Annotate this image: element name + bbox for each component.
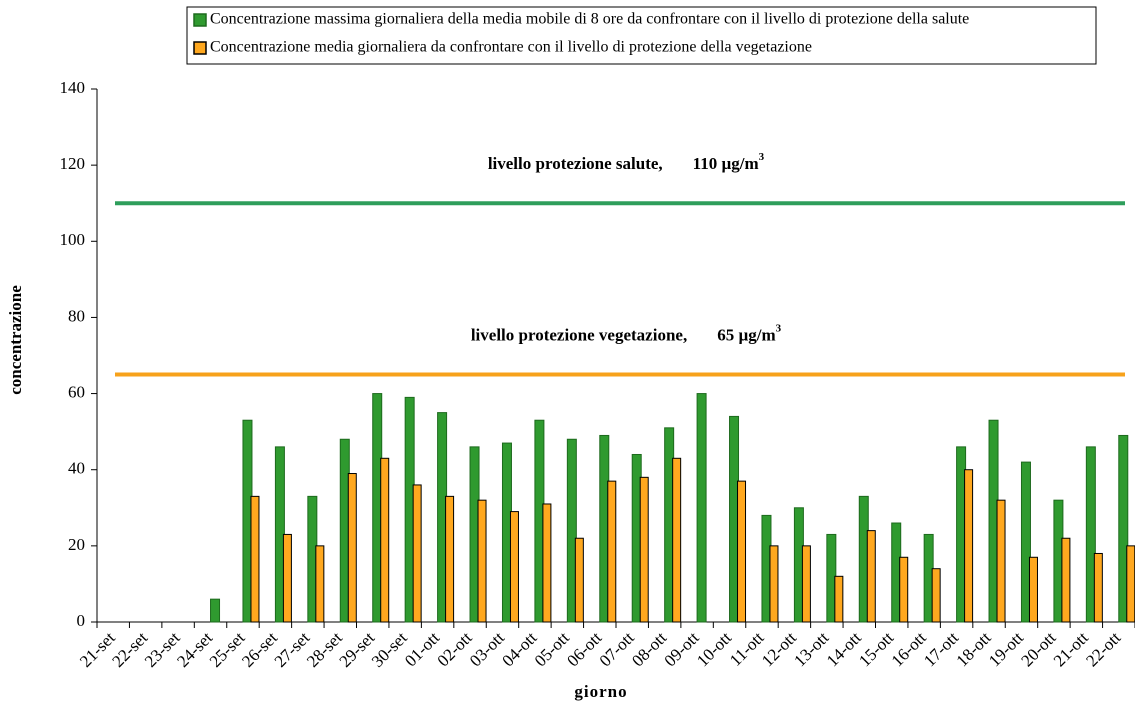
bar [477,499,487,623]
x-tick-label: 21-set [76,628,119,671]
y-tick-label: 80 [68,306,85,325]
bar [801,545,811,623]
legend-label: Concentrazione massima giornaliera della… [210,11,969,28]
bar [1126,545,1135,623]
bar [412,484,422,623]
x-tick-label: 21-ott [1050,628,1092,670]
bar [509,511,519,623]
x-tick-label: 01-ott [401,628,443,670]
legend-swatch [193,41,207,55]
bar [834,575,844,623]
bar [899,556,909,623]
bar [696,393,707,623]
x-tick-label: 24-set [173,628,216,671]
y-tick-label: 20 [68,535,85,554]
bar [1020,461,1031,623]
bar [996,499,1006,623]
x-tick-label: 22-set [108,628,151,671]
x-tick-label: 16-ott [888,628,930,670]
x-tick-label: 03-ott [466,628,508,670]
reference-unit-exp: 3 [759,151,765,163]
bar [769,545,779,623]
x-tick-label: 09-ott [661,628,703,670]
x-tick-label: 12-ott [758,628,800,670]
x-tick-label: 08-ott [628,628,670,670]
x-tick-label: 22-ott [1082,628,1124,670]
legend-box [186,6,1097,65]
bar [1093,552,1103,623]
reference-label: livello protezione salute, 110 µg/m3 [488,151,765,173]
bar [566,438,577,623]
bar [445,495,455,623]
x-tick-label: 30-set [368,628,411,671]
x-tick-label: 04-ott [498,628,540,670]
x-axis-title: giorno [574,682,627,701]
legend-swatch [193,13,207,27]
x-tick-label: 13-ott [790,628,832,670]
bar [1061,537,1071,623]
bar [282,533,292,623]
bar [737,480,747,623]
x-tick-label: 06-ott [563,628,605,670]
x-tick-label: 28-set [303,628,346,671]
y-tick-label: 0 [77,611,86,630]
bar [964,469,974,623]
x-tick-label: 27-set [271,628,314,671]
bar [866,530,876,623]
y-tick-label: 140 [60,78,86,97]
x-tick-label: 15-ott [855,628,897,670]
y-axis-title: concentrazione [6,285,25,395]
x-tick-label: 10-ott [693,628,735,670]
bar [347,473,357,623]
x-tick-label: 11-ott [726,628,768,670]
x-tick-label: 07-ott [596,628,638,670]
x-tick-label: 19-ott [985,628,1027,670]
bar [672,457,682,623]
bar [380,457,390,623]
bar [210,598,221,623]
y-tick-label: 60 [68,382,85,401]
x-tick-label: 26-set [238,628,281,671]
bar [607,480,617,623]
reference-value: 110 µg/m [693,154,759,173]
x-tick-label: 25-set [206,628,249,671]
x-tick-label: 14-ott [823,628,865,670]
bar [931,568,941,623]
bar [1028,556,1038,623]
bar [542,503,552,623]
x-tick-label: 17-ott [920,628,962,670]
x-tick-label: 02-ott [433,628,475,670]
bar [1118,434,1129,623]
x-tick-label: 20-ott [1017,628,1059,670]
x-tick-label: 05-ott [531,628,573,670]
bar [250,495,260,623]
reference-unit-exp: 3 [776,322,782,334]
bar [315,545,325,623]
reference-value: 65 µg/m [717,325,775,344]
x-tick-label: 29-set [335,628,378,671]
y-tick-label: 100 [60,230,86,249]
x-tick-label: 18-ott [952,628,994,670]
bar [639,476,649,623]
reference-label: livello protezione vegetazione, 65 µg/m3 [471,322,782,344]
y-tick-label: 40 [68,459,85,478]
reference-text: livello protezione salute, [488,154,663,173]
legend-label: Concentrazione media giornaliera da conf… [210,39,812,56]
y-tick-label: 120 [60,154,86,173]
x-tick-label: 23-set [141,628,184,671]
bar [574,537,584,623]
reference-text: livello protezione vegetazione, [471,325,687,344]
bar [1085,446,1096,623]
